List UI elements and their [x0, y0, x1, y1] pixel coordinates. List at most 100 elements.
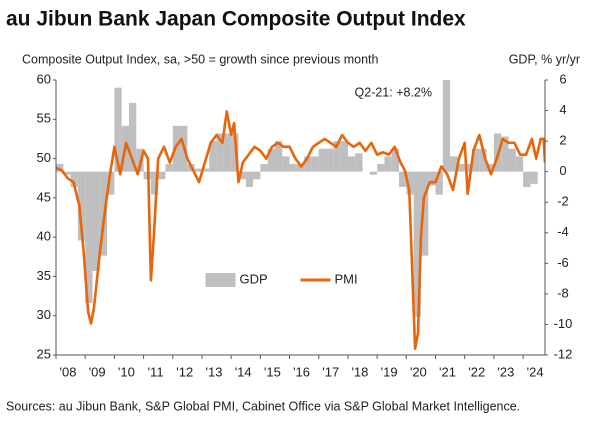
x-tick-label: '09	[89, 364, 106, 379]
x-tick-label: '12	[176, 364, 193, 379]
y-tick-label: 25	[37, 346, 51, 361]
bar	[289, 164, 297, 172]
bar-layer	[56, 80, 538, 317]
bar	[530, 171, 538, 184]
bar	[450, 156, 458, 172]
line-layer	[56, 110, 545, 351]
bar	[77, 171, 86, 241]
bar	[377, 164, 385, 172]
bar	[107, 171, 115, 195]
chart-title: au Jibun Bank Japan Composite Output Ind…	[6, 8, 466, 31]
bar	[340, 141, 348, 172]
bar	[194, 168, 202, 172]
bar	[515, 156, 524, 172]
bar	[435, 171, 443, 195]
subtitle: Composite Output Index, sa, >50 = growth…	[22, 52, 378, 66]
y2-tick-label: 0	[559, 163, 566, 178]
y-tick-label: 30	[37, 307, 51, 322]
x-tick-label: '20	[410, 364, 427, 379]
bar	[209, 141, 217, 172]
x-tick-label: '17	[322, 364, 339, 379]
x-tick-label: '10	[118, 364, 135, 379]
bar	[63, 171, 71, 175]
bar	[486, 164, 494, 172]
y-tick-label: 40	[37, 229, 51, 244]
y2-tick-label: -6	[557, 255, 569, 270]
bar	[172, 125, 181, 172]
bar	[420, 171, 429, 256]
x-tick-label: '18	[351, 364, 368, 379]
bar	[128, 102, 137, 172]
x-tick-label: '22	[468, 364, 485, 379]
bar	[85, 171, 93, 304]
bar	[428, 171, 436, 186]
x-tick-label: '08	[60, 364, 77, 379]
bar	[501, 136, 509, 172]
bar	[282, 156, 290, 172]
y-tick-label: 55	[37, 111, 51, 126]
bar	[231, 133, 239, 172]
x-tick-label: '16	[293, 364, 310, 379]
x-tick-label: '13	[205, 364, 222, 379]
y2-tick-label: -8	[557, 285, 569, 300]
bar	[158, 171, 166, 180]
bar	[245, 171, 254, 187]
y2-tick-label: 6	[559, 71, 566, 86]
bar	[508, 148, 516, 172]
bar	[406, 171, 414, 195]
y2-tick-label: -12	[554, 346, 573, 361]
y2-tick-label: -2	[557, 194, 569, 209]
pmi-line	[56, 110, 545, 351]
bar	[56, 164, 64, 172]
y2-axis-label: GDP, % yr/yr	[509, 52, 580, 66]
bar	[413, 171, 421, 317]
bar	[355, 153, 363, 172]
legend-label: GDP	[240, 271, 268, 286]
y-tick-label: 35	[37, 268, 51, 283]
bar	[479, 148, 487, 172]
legend-swatch	[205, 273, 236, 287]
bar	[347, 156, 356, 172]
bar	[442, 80, 451, 172]
x-tick-label: '24	[527, 364, 544, 379]
bar	[274, 141, 283, 172]
bar	[311, 156, 319, 172]
x-tick-label: '23	[497, 364, 514, 379]
x-tick-label: '15	[264, 364, 281, 379]
bar	[223, 133, 232, 172]
x-tick-label: '11	[148, 364, 164, 379]
bar	[384, 156, 392, 172]
bar	[464, 164, 473, 172]
bar	[318, 148, 327, 172]
y2-tick-label: 2	[559, 133, 566, 148]
bar	[369, 171, 378, 175]
legend-label: PMI	[335, 271, 358, 286]
bar	[457, 164, 465, 172]
x-tick-label: '21	[439, 364, 456, 379]
y-tick-label: 45	[37, 189, 51, 204]
bar	[238, 171, 246, 180]
y-tick-label: 60	[37, 71, 51, 86]
bar	[304, 156, 312, 172]
y-tick-label: 50	[37, 150, 51, 165]
bar	[391, 148, 400, 172]
bar	[216, 133, 224, 172]
y2-tick-label: -4	[557, 224, 569, 239]
bar	[296, 164, 305, 172]
bar	[326, 148, 334, 172]
y2-tick-label: 4	[559, 102, 566, 117]
bar	[253, 171, 261, 180]
bar	[201, 168, 210, 172]
bar	[70, 171, 78, 187]
x-tick-label: '14	[235, 364, 252, 379]
source: Sources: au Jibun Bank, S&P Global PMI, …	[6, 399, 520, 413]
annotation: Q2-21: +8.2%	[355, 85, 432, 99]
bar	[260, 164, 268, 172]
bar	[165, 164, 173, 172]
bar	[523, 171, 531, 187]
y2-tick-label: -10	[554, 316, 573, 331]
bar	[92, 171, 100, 271]
bar	[399, 171, 407, 187]
bar	[333, 141, 341, 172]
